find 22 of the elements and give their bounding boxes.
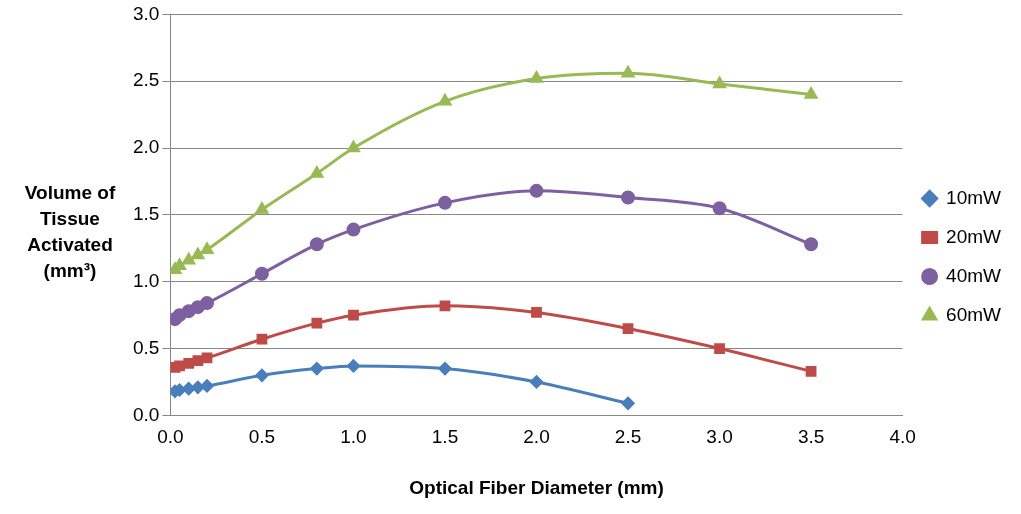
x-tick-label: 0.5 (248, 426, 276, 448)
y-tick-label: 3.0 (132, 2, 160, 24)
x-tick-label: 2.5 (614, 426, 642, 448)
x-tick-label: 0.0 (157, 426, 184, 448)
legend-label: 20mW (946, 225, 1002, 247)
x-tick-label: 2.0 (523, 426, 550, 448)
legend-label: 60mW (946, 303, 1002, 325)
y-tick-label: 2.0 (132, 136, 160, 158)
y-tick-label: 1.0 (132, 269, 160, 291)
legend-label: 40mW (946, 264, 1002, 286)
x-tick-label: 4.0 (889, 426, 916, 448)
y-tick-label: 1.5 (132, 203, 160, 225)
x-tick-label: 3.5 (797, 426, 825, 448)
y-tick-label: 0.0 (132, 403, 160, 425)
x-axis-title: Optical Fiber Diameter (mm) (409, 476, 664, 498)
x-tick-label: 3.0 (706, 426, 733, 448)
x-tick-label: 1.5 (431, 426, 459, 448)
y-axis-title: Volume of Tissue Activated (mm³) (24, 182, 116, 281)
y-tick-label: 0.5 (132, 336, 160, 358)
legend-label: 10mW (946, 186, 1002, 208)
x-tick-label: 1.0 (340, 426, 367, 448)
y-tick-label: 2.5 (132, 69, 160, 91)
